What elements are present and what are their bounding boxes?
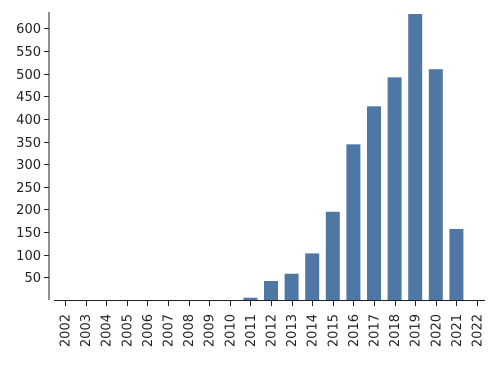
y-tick-label: 500 — [16, 68, 41, 83]
bar-2014 — [305, 253, 320, 300]
y-tick-label: 400 — [16, 113, 41, 128]
bar-2019 — [408, 14, 423, 300]
bar-2012 — [264, 280, 278, 300]
y-tick-label: 150 — [16, 226, 41, 241]
x-tick-label: 2015 — [326, 314, 341, 347]
x-tick-label: 2005 — [120, 314, 135, 347]
bar-2018 — [387, 77, 402, 300]
y-tick-label: 450 — [16, 90, 41, 105]
x-tick-label: 2014 — [306, 314, 321, 347]
x-tick-label: 2022 — [471, 314, 486, 347]
y-tick-label: 250 — [16, 181, 41, 196]
y-tick-label: 200 — [16, 203, 41, 218]
bar-2017 — [367, 106, 381, 300]
bar-2016 — [346, 144, 361, 300]
x-tick-label: 2021 — [450, 314, 465, 347]
x-tick-label: 2008 — [182, 314, 197, 347]
bar-2013 — [284, 273, 299, 300]
x-tick-label: 2007 — [162, 314, 177, 347]
bar-2015 — [325, 211, 340, 300]
x-tick-label: 2016 — [347, 314, 362, 347]
x-tick-label: 2009 — [203, 314, 218, 347]
y-tick-label: 50 — [24, 271, 41, 286]
x-tick-label: 2012 — [265, 314, 280, 347]
y-tick-label: 600 — [16, 22, 41, 37]
bar-2011 — [243, 297, 258, 300]
y-tick-label: 300 — [16, 158, 41, 173]
x-axis: 2002 2003 2004 2005 2006 2007 2008 2009 2010 2011… — [54, 300, 486, 347]
x-tick-label: 2002 — [59, 314, 74, 347]
x-tick-label: 2013 — [285, 314, 300, 347]
y-tick-label: 100 — [16, 249, 41, 264]
x-tick-label: 2003 — [79, 314, 94, 347]
x-tick-label: 2018 — [388, 314, 403, 347]
x-tick-label: 2006 — [141, 314, 156, 347]
bar-2021 — [449, 228, 464, 300]
bars — [243, 14, 464, 301]
y-tick-label: 350 — [16, 136, 41, 151]
x-tick-label: 2017 — [368, 314, 383, 347]
bar-2020 — [428, 69, 443, 301]
y-tick-label: 550 — [16, 45, 41, 60]
y-axis: 50 100 150 200 250 300 350 400 450 500 550 600 — [16, 12, 50, 300]
x-tick-label: 2004 — [100, 314, 115, 347]
x-tick-label: 2019 — [409, 314, 424, 347]
x-tick-label: 2010 — [223, 314, 238, 347]
x-tick-label: 2011 — [244, 314, 259, 347]
x-tick-label: 2020 — [429, 314, 444, 347]
